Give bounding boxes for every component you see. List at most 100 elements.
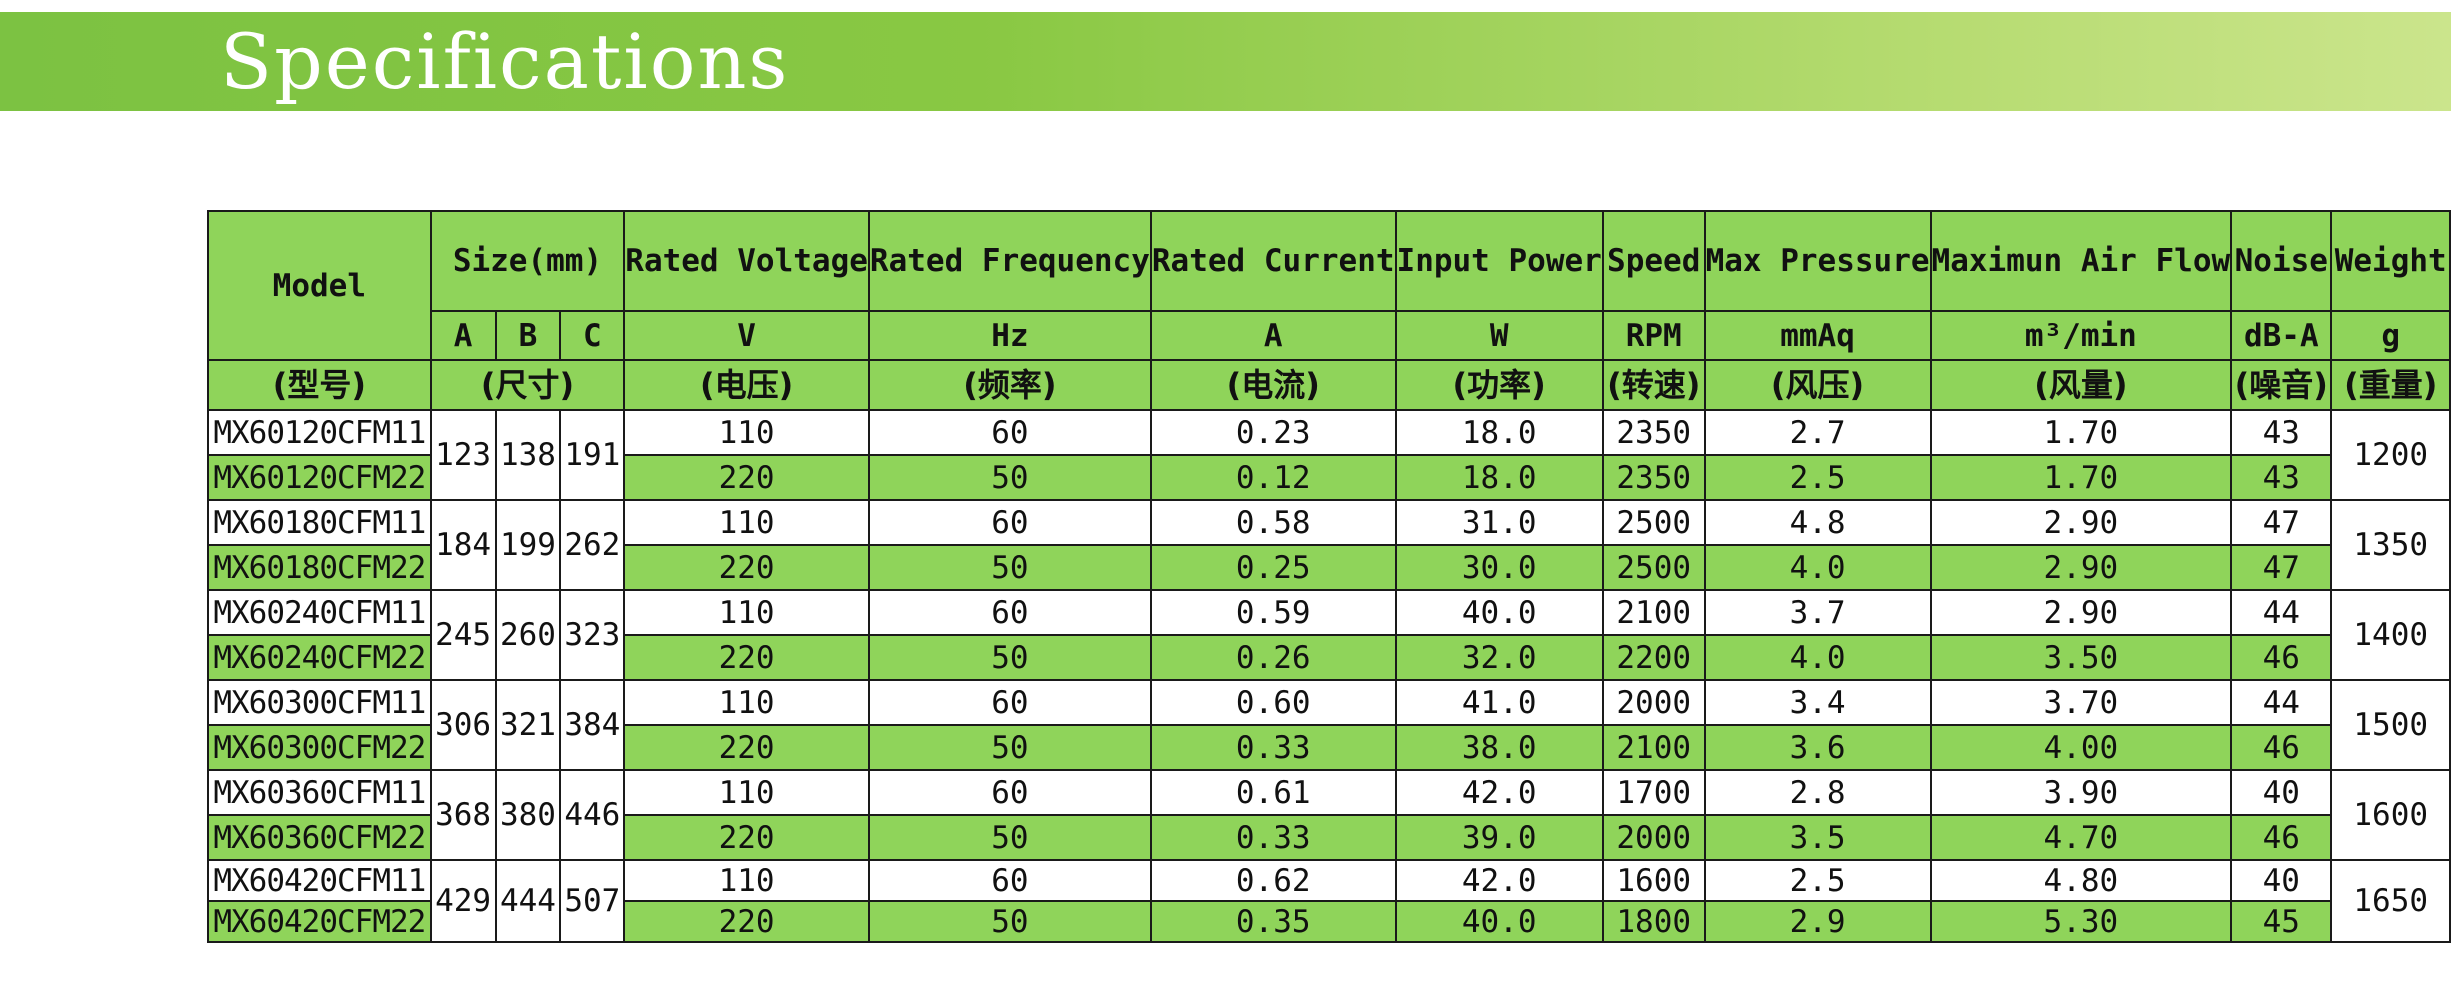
speed-cell: 2350 (1601, 454, 1706, 501)
power-cell: 40.0 (1394, 900, 1604, 943)
size-b-cell: 260 (494, 589, 562, 681)
current-cell: 0.25 (1149, 544, 1397, 591)
model-cell: MX60420CFM11 (207, 859, 432, 902)
current-cell: 0.12 (1149, 454, 1397, 501)
power-cell: 38.0 (1394, 724, 1604, 771)
table-row: MX60300CFM11 306 321 384 110 60 0.60 41.0 2000 3.… (207, 679, 2451, 771)
voltage-cell: 220 (623, 454, 870, 501)
unit-noise: dB-A (2230, 310, 2333, 361)
current-cell: 0.26 (1149, 634, 1397, 681)
table-row: MX60240CFM11 245 260 323 110 60 0.59 40.0 2100 3.… (207, 589, 2451, 681)
size-c-cell: 384 (559, 679, 626, 771)
noise-cell: 46 (2230, 634, 2333, 681)
cn-weight: (重量) (2330, 359, 2451, 411)
pressure-cell: 4.0 (1703, 634, 1932, 681)
frequency-cell: 60 (867, 499, 1152, 546)
unit-weight: g (2330, 310, 2451, 361)
voltage-cell: 110 (623, 769, 870, 816)
voltage-cell: 220 (623, 900, 870, 943)
header-rated-frequency: Rated Frequency (867, 210, 1152, 312)
speed-cell: 1800 (1601, 900, 1706, 943)
size-c-cell: 323 (559, 589, 626, 681)
frequency-cell: 60 (867, 409, 1152, 456)
pressure-cell: 2.5 (1703, 454, 1932, 501)
noise-cell: 47 (2230, 544, 2333, 591)
frequency-cell: 60 (867, 769, 1152, 816)
frequency-cell: 50 (867, 454, 1152, 501)
model-cell: MX60180CFM11 (207, 499, 432, 546)
page-title: Specifications (220, 17, 790, 106)
air-flow-cell: 2.90 (1929, 499, 2233, 546)
voltage-cell: 220 (623, 814, 870, 861)
size-b-cell: 199 (494, 499, 562, 591)
power-cell: 18.0 (1394, 454, 1604, 501)
size-b-cell: 444 (494, 859, 562, 943)
unit-current: A (1149, 310, 1397, 361)
size-c-cell: 507 (559, 859, 626, 943)
weight-cell: 1350 (2330, 499, 2451, 591)
size-a-cell: 123 (429, 409, 497, 501)
cn-pressure: (风压) (1703, 359, 1932, 411)
speed-cell: 1600 (1601, 859, 1706, 902)
size-a-cell: 245 (429, 589, 497, 681)
pressure-cell: 3.7 (1703, 589, 1932, 636)
cn-noise: (噪音) (2230, 359, 2333, 411)
voltage-cell: 110 (623, 409, 870, 456)
cn-power: (功率) (1394, 359, 1604, 411)
voltage-cell: 110 (623, 859, 870, 902)
air-flow-cell: 4.70 (1929, 814, 2233, 861)
specifications-table: Model Size(mm) Rated Voltage Rated Frequ… (207, 210, 2451, 943)
table-row: MX60420CFM22 220 50 0.35 40.0 1800 2.9 5.30 45 (207, 900, 2450, 943)
size-c-cell: 191 (559, 409, 626, 501)
unit-a: A (429, 310, 497, 361)
speed-cell: 2000 (1601, 814, 1706, 861)
cn-voltage: (电压) (623, 359, 870, 411)
pressure-cell: 3.6 (1703, 724, 1932, 771)
current-cell: 0.59 (1149, 589, 1397, 636)
power-cell: 41.0 (1394, 679, 1604, 726)
header-row-units: A B C V Hz A W RPM mmAq m³/min dB-A g (208, 310, 2451, 361)
cn-frequency: (频率) (867, 359, 1152, 411)
model-cell: MX60240CFM22 (207, 634, 432, 681)
voltage-cell: 110 (623, 589, 870, 636)
air-flow-cell: 1.70 (1929, 409, 2233, 456)
header-input-power: Input Power (1394, 210, 1604, 312)
air-flow-cell: 5.30 (1929, 900, 2233, 943)
noise-cell: 46 (2230, 724, 2333, 771)
noise-cell: 43 (2230, 409, 2333, 456)
noise-cell: 43 (2230, 454, 2333, 501)
voltage-cell: 220 (623, 634, 870, 681)
table-row: MX60120CFM22 220 50 0.12 18.0 2350 2.5 1.70 43 (207, 454, 2450, 501)
weight-cell: 1500 (2330, 679, 2451, 771)
cn-speed: (转速) (1601, 359, 1706, 411)
power-cell: 42.0 (1394, 859, 1604, 902)
unit-pressure: mmAq (1703, 310, 1932, 361)
header-noise: Noise (2230, 210, 2333, 312)
voltage-cell: 110 (623, 679, 870, 726)
model-cell: MX60300CFM22 (207, 724, 432, 771)
voltage-cell: 220 (623, 544, 870, 591)
speed-cell: 2350 (1601, 409, 1706, 456)
air-flow-cell: 3.70 (1929, 679, 2233, 726)
header-size: Size(mm) (429, 210, 626, 312)
unit-frequency: Hz (867, 310, 1152, 361)
current-cell: 0.58 (1149, 499, 1397, 546)
noise-cell: 40 (2230, 769, 2333, 816)
noise-cell: 44 (2230, 679, 2333, 726)
frequency-cell: 60 (867, 859, 1152, 902)
table-row: MX60120CFM11 123 138 191 110 60 0.23 18.0 2350 2.… (207, 409, 2451, 501)
noise-cell: 45 (2230, 900, 2333, 943)
power-cell: 40.0 (1394, 589, 1604, 636)
speed-cell: 2100 (1601, 724, 1706, 771)
model-cell: MX60360CFM22 (207, 814, 432, 861)
speed-cell: 2100 (1601, 589, 1706, 636)
unit-power: W (1394, 310, 1604, 361)
weight-cell: 1200 (2330, 409, 2451, 501)
pressure-cell: 3.5 (1703, 814, 1932, 861)
frequency-cell: 50 (867, 634, 1152, 681)
current-cell: 0.23 (1149, 409, 1397, 456)
table-row: MX60180CFM22 220 50 0.25 30.0 2500 4.0 2.90 47 (207, 544, 2450, 591)
power-cell: 18.0 (1394, 409, 1604, 456)
unit-speed: RPM (1601, 310, 1706, 361)
model-cell: MX60180CFM22 (207, 544, 432, 591)
